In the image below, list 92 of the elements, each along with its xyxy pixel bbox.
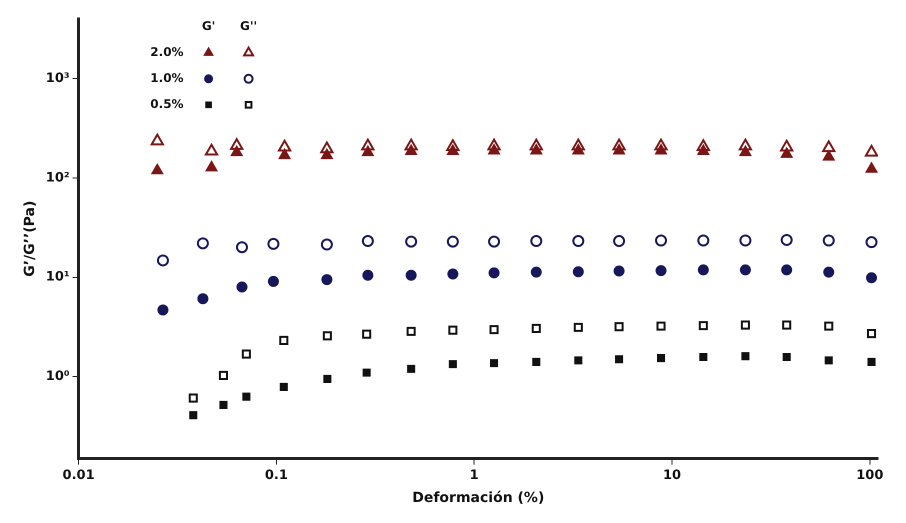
point [530,266,542,278]
point [614,322,624,332]
x-tick-label: 1 [470,468,479,483]
point [782,352,791,362]
legend-label: 2.0% [150,44,184,59]
point [656,265,667,276]
point [867,358,876,366]
point [864,144,878,157]
point [612,144,626,154]
legend-label: 0.5% [150,96,184,111]
point [866,329,876,338]
point [698,321,708,330]
legend-label: 1.0% [150,70,184,85]
point [278,148,291,160]
point [572,266,584,278]
point [488,236,500,248]
point [322,331,332,340]
point [614,265,625,276]
point [572,144,584,154]
point [406,326,416,336]
point [823,266,834,278]
x-tick-label: 10 [662,468,682,483]
point [406,270,417,281]
point [488,267,500,278]
point [323,374,332,383]
annotation: G'' [240,18,258,33]
point [697,144,710,155]
y-tick-label: 10⁰ [46,369,70,384]
point [866,236,878,248]
point [278,140,292,152]
point [865,162,878,173]
point [407,364,416,373]
point [446,144,459,155]
y-tick-label: 10² [46,170,70,186]
point [866,272,878,284]
point [530,144,542,154]
point [656,354,666,362]
point [405,144,418,155]
point [654,144,668,154]
point [447,268,458,280]
point [280,382,288,391]
point [615,355,624,364]
point [739,234,752,246]
point [697,234,710,246]
point [321,274,332,286]
y-tick-label: 10¹ [46,270,70,285]
point [822,234,835,246]
point [740,320,750,330]
point [488,144,500,154]
point [236,241,248,254]
point [279,336,288,345]
point [780,234,793,246]
point [824,322,834,331]
x-tick-label: 100 [856,468,884,483]
point [824,356,833,364]
point [572,235,584,248]
point [740,264,751,276]
point [490,359,498,368]
point [236,281,248,292]
point [530,235,542,248]
point [362,235,374,248]
point [574,322,583,332]
y-tick-label: 10³ [46,71,70,86]
x-tick-label: 0.1 [264,468,288,483]
point [532,358,540,366]
point [699,352,708,362]
point [446,236,459,248]
point [780,147,793,158]
point [362,270,374,281]
point [362,145,374,156]
point [448,360,457,368]
point [490,325,499,334]
y-axis-title: G’/G’’(Pa) [22,200,38,277]
point [822,140,836,152]
point [320,148,334,160]
point [613,235,626,248]
point [782,320,792,330]
point [655,234,668,246]
point [320,238,333,251]
point [405,236,418,248]
point [822,150,835,161]
annotation: G' [202,18,216,33]
point [574,356,582,364]
x-tick-label: 0.01 [62,468,95,483]
point [698,264,709,276]
point [739,145,752,156]
x-axis-title: Deformación (%) [412,490,544,506]
point [741,352,750,360]
point [448,326,458,335]
point [532,324,541,333]
point [656,322,666,331]
point [781,264,792,276]
